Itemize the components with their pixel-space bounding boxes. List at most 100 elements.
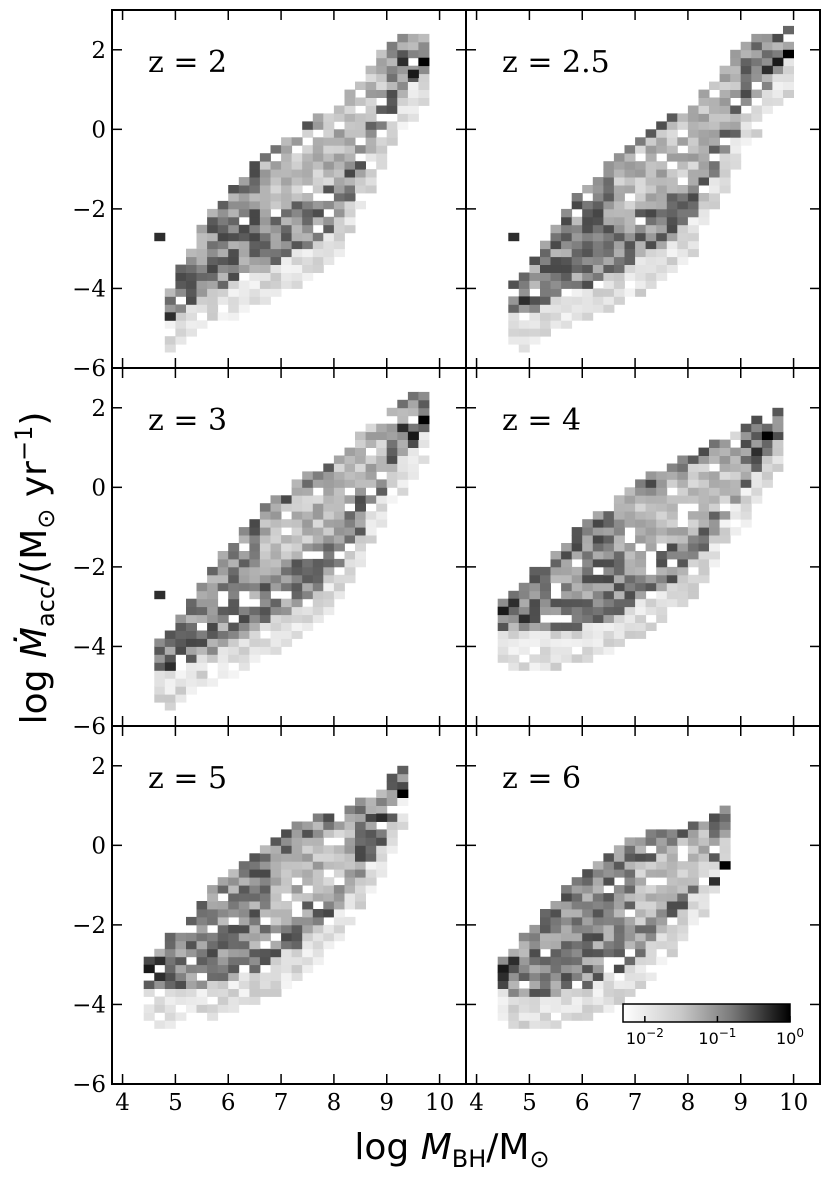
heatmap-cell xyxy=(281,240,293,250)
heatmap-cell xyxy=(376,455,388,464)
heatmap-cell xyxy=(719,853,731,862)
heatmap-cell xyxy=(561,590,573,600)
heatmap-cell xyxy=(259,527,271,536)
heatmap-cell xyxy=(761,479,773,488)
heatmap-cell xyxy=(365,869,377,878)
heatmap-cell xyxy=(772,447,784,456)
heatmap-cell xyxy=(291,869,303,878)
heatmap-cell xyxy=(603,853,615,862)
heatmap-cell xyxy=(386,89,398,98)
heatmap-cell xyxy=(376,463,388,472)
heatmap-cell xyxy=(333,932,345,942)
heatmap-cell xyxy=(582,527,594,536)
heatmap-cell xyxy=(186,948,197,958)
heatmap-cell xyxy=(772,81,784,90)
heatmap-cell xyxy=(592,869,604,878)
heatmap-cell xyxy=(571,304,583,313)
heatmap-cell xyxy=(270,200,282,210)
heatmap-cell xyxy=(561,551,573,560)
heatmap-cell xyxy=(730,129,742,138)
heatmap-cell xyxy=(687,590,699,600)
heatmap-cell xyxy=(529,256,541,265)
heatmap-cell xyxy=(323,487,335,496)
heatmap-cell xyxy=(207,964,219,974)
heatmap-cell xyxy=(592,893,604,902)
heatmap-cell xyxy=(561,280,573,289)
heatmap-cell xyxy=(270,272,282,281)
heatmap-cell xyxy=(312,471,324,480)
heatmap-cell xyxy=(259,177,271,186)
heatmap-cell xyxy=(344,901,356,910)
heatmap-cell xyxy=(751,495,763,504)
heatmap-cell xyxy=(228,980,240,989)
heatmap-cell xyxy=(645,280,657,289)
heatmap-cell xyxy=(561,964,573,974)
heatmap-cell xyxy=(613,924,625,934)
heatmap-cell xyxy=(281,885,293,894)
heatmap-cell xyxy=(376,57,388,67)
heatmap-cell xyxy=(550,280,562,289)
heatmap-cell xyxy=(175,280,187,289)
heatmap-cell-peak xyxy=(508,232,520,242)
heatmap-cell xyxy=(164,670,176,679)
heatmap-cell xyxy=(376,503,388,512)
heatmap-cell xyxy=(709,853,720,862)
heatmap-cell xyxy=(333,455,345,464)
heatmap-cell xyxy=(196,909,208,918)
heatmap-cell xyxy=(259,193,271,202)
heatmap-cell xyxy=(550,1020,562,1029)
heatmap-cell xyxy=(783,65,794,75)
heatmap-cell xyxy=(603,869,615,878)
y-tick-label: 2 xyxy=(91,38,106,64)
heatmap-cell xyxy=(550,956,562,966)
heatmap-cell xyxy=(698,447,710,456)
heatmap-cell xyxy=(698,558,710,568)
heatmap-cell xyxy=(365,821,377,830)
heatmap-cell xyxy=(540,264,551,273)
heatmap-cell xyxy=(582,240,594,250)
heatmap-cell xyxy=(624,208,636,218)
heatmap-cell xyxy=(344,105,356,114)
heatmap-cell xyxy=(196,232,208,242)
heatmap-cell xyxy=(249,956,261,966)
heatmap-cell xyxy=(635,248,647,258)
heatmap-cell xyxy=(291,861,303,870)
heatmap-cell xyxy=(719,813,731,822)
heatmap-cell xyxy=(355,558,366,568)
heatmap-cell xyxy=(238,646,250,655)
heatmap-cell xyxy=(386,479,398,488)
heatmap-cell xyxy=(344,558,356,568)
heatmap-cell xyxy=(709,861,720,870)
heatmap-cell xyxy=(635,185,647,194)
heatmap-cell xyxy=(518,336,530,345)
heatmap-cell xyxy=(709,813,720,822)
heatmap-cell xyxy=(270,216,282,226)
heatmap-cell xyxy=(740,89,752,98)
heatmap-cell xyxy=(603,948,615,958)
heatmap-cell xyxy=(175,694,187,703)
heatmap-cell xyxy=(291,527,303,536)
heatmap-cell xyxy=(751,439,763,448)
heatmap-cell xyxy=(207,264,219,273)
heatmap-cell xyxy=(281,185,293,194)
heatmap-cell xyxy=(196,224,208,234)
heatmap-cell xyxy=(635,932,647,942)
heatmap-cell xyxy=(624,582,636,592)
heatmap-cell xyxy=(217,932,229,942)
heatmap-cell xyxy=(344,916,356,926)
heatmap-cell xyxy=(719,495,731,504)
heatmap-cell xyxy=(497,630,509,639)
heatmap-cell xyxy=(613,916,625,926)
heatmap-cell xyxy=(228,1004,240,1013)
heatmap-cell xyxy=(217,574,229,584)
heatmap-cell xyxy=(645,256,657,265)
heatmap-cell xyxy=(751,89,763,98)
heatmap-cell xyxy=(291,893,303,902)
heatmap-cell xyxy=(344,208,356,218)
heatmap-cell xyxy=(624,630,636,639)
heatmap-cell xyxy=(196,280,208,289)
heatmap-cell xyxy=(302,535,314,544)
heatmap-cell xyxy=(323,909,335,918)
heatmap-cell xyxy=(333,590,345,600)
heatmap-cell xyxy=(645,208,657,218)
